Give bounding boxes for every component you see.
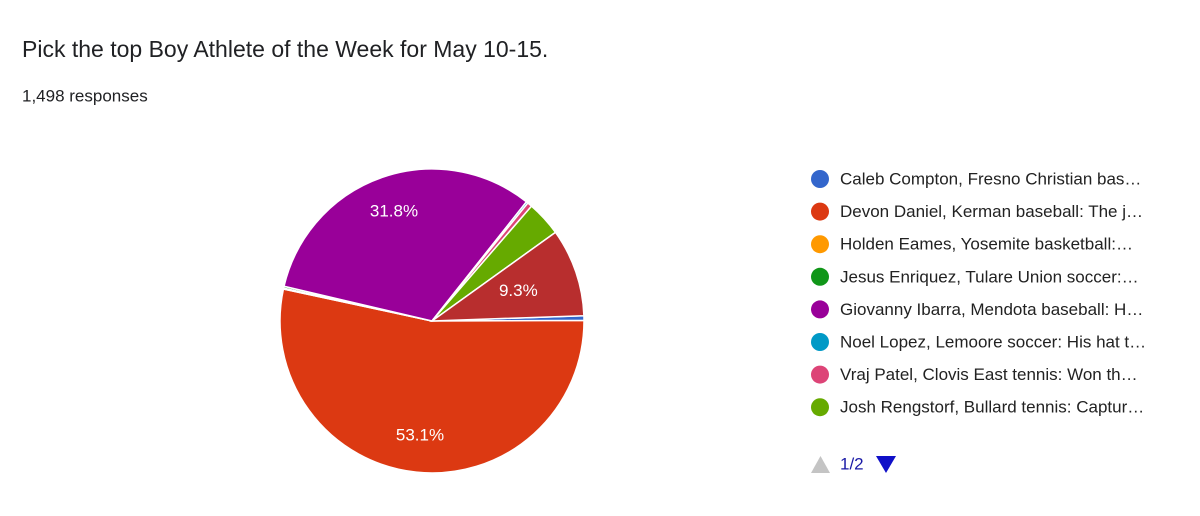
legend-marker (811, 235, 829, 254)
legend-label: Holden Eames, Yosemite basketball:… (840, 235, 1133, 254)
legend-label: Jesus Enriquez, Tulare Union soccer:… (840, 267, 1139, 286)
legend-label: Caleb Compton, Fresno Christian bas… (840, 169, 1141, 188)
slice-label: 9.3% (499, 281, 538, 300)
legend-marker (811, 333, 829, 351)
chart-title: Pick the top Boy Athlete of the Week for… (22, 36, 548, 62)
legend-prev[interactable] (811, 456, 830, 473)
legend-next[interactable] (876, 456, 896, 473)
legend-marker (811, 170, 829, 188)
slice-label: 53.1% (396, 425, 444, 444)
legend-marker (811, 202, 829, 221)
legend-label: Noel Lopez, Lemoore soccer: His hat t… (840, 332, 1146, 351)
legend-label: Giovanny Ibarra, Mendota baseball: H… (840, 300, 1143, 319)
pie-slice (429, 231, 585, 322)
legend-page: 1/2 (840, 454, 864, 473)
legend-marker (811, 267, 829, 286)
legend-label: Josh Rengstorf, Bullard tennis: Captur… (840, 398, 1144, 417)
slice-label: 31.8% (370, 201, 418, 220)
response-count: 1,498 responses (22, 86, 148, 105)
legend-marker (811, 398, 829, 417)
legend-label: Vraj Patel, Clovis East tennis: Won th… (840, 365, 1138, 384)
pie-slice (279, 288, 585, 474)
pie-slice (283, 168, 528, 322)
legend-marker (811, 365, 829, 384)
legend-marker (811, 300, 829, 319)
legend-label: Devon Daniel, Kerman baseball: The j… (840, 202, 1143, 221)
